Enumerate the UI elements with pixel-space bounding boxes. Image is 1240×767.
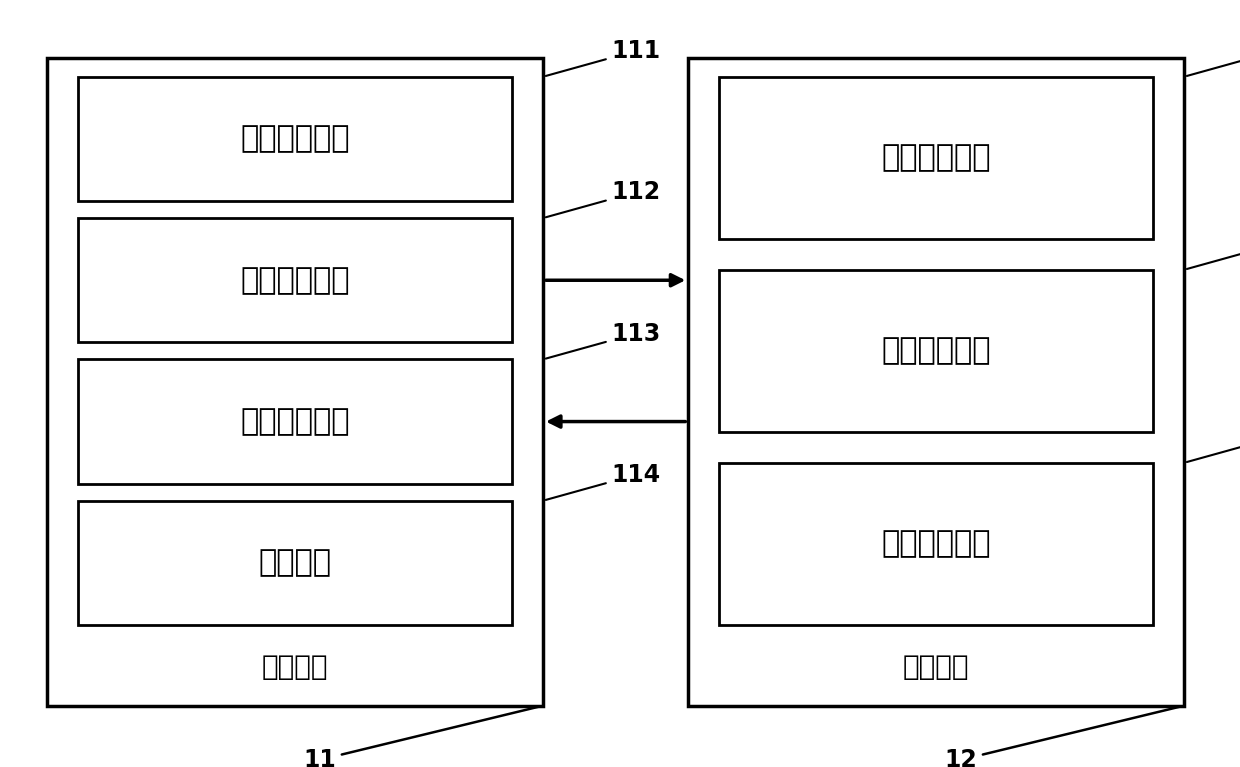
Text: 第二切换模块: 第二切换模块: [882, 337, 991, 365]
Bar: [719, 77, 1153, 239]
Bar: [719, 270, 1153, 432]
Text: 112: 112: [546, 180, 661, 217]
Bar: [47, 58, 543, 706]
Bar: [78, 77, 512, 201]
Text: 第一通信模块: 第一通信模块: [241, 124, 350, 153]
Text: 121: 121: [1187, 39, 1240, 76]
Text: 123: 123: [1187, 425, 1240, 462]
Text: 11: 11: [304, 706, 541, 767]
Bar: [78, 359, 512, 484]
Text: 114: 114: [546, 463, 661, 500]
Bar: [688, 58, 1184, 706]
Text: 车载终端: 车载终端: [262, 653, 329, 681]
Text: 第一同步模块: 第一同步模块: [241, 407, 350, 436]
Bar: [78, 218, 512, 342]
Text: 外设终端: 外设终端: [903, 653, 970, 681]
Bar: [719, 463, 1153, 625]
Text: 第二同步模块: 第二同步模块: [882, 529, 991, 558]
Text: 检测模块: 检测模块: [259, 548, 331, 578]
Text: 122: 122: [1187, 232, 1240, 269]
Text: 113: 113: [546, 321, 661, 359]
Text: 111: 111: [546, 39, 661, 76]
Text: 12: 12: [945, 706, 1182, 767]
Bar: [78, 501, 512, 625]
Text: 第二通信模块: 第二通信模块: [882, 143, 991, 173]
Text: 第一切换模块: 第一切换模块: [241, 265, 350, 295]
